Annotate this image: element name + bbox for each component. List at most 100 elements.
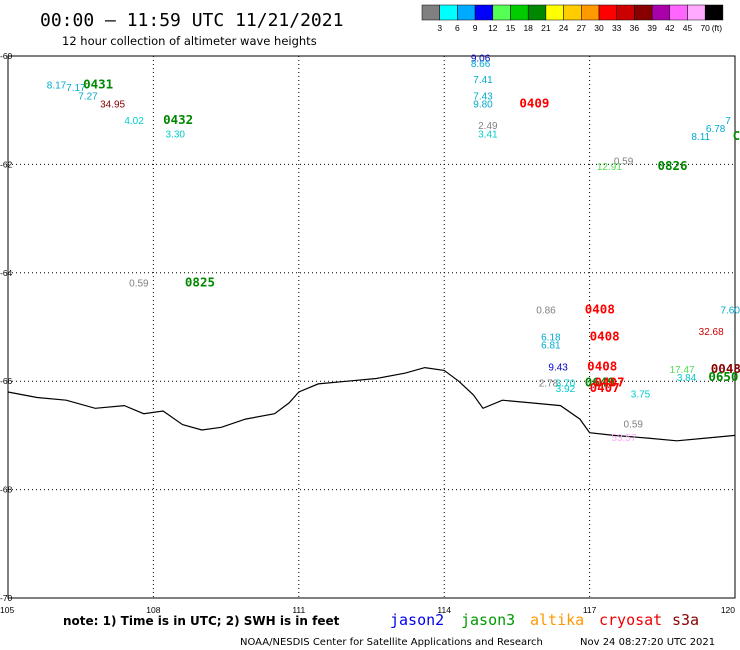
legend-entry: s3a [672, 611, 699, 629]
wave-height-label: 7 [725, 116, 731, 127]
wave-height-label: 3.84 [677, 373, 697, 384]
color-scale-label: 18 [523, 23, 533, 33]
legend-entry: jason2 [390, 611, 444, 629]
footer-agency: NOAA/NESDIS Center for Satellite Applica… [240, 637, 543, 648]
color-scale-label: 27 [577, 23, 587, 33]
pass-time-label: C [733, 128, 740, 143]
pass-time-label: 0407 [594, 375, 624, 390]
wave-height-label: 3.30 [166, 129, 186, 140]
y-tick-label: -62 [0, 159, 13, 169]
y-tick-label: -68 [0, 485, 13, 495]
wave-height-label: 7.43 [473, 91, 493, 102]
x-tick-label: 114 [437, 605, 451, 615]
x-tick-label: 120 [721, 605, 735, 615]
color-scale-legend: 3 6 9 12 15 18 21 24 27 30 33 36 39 42 45 70 (ft) [421, 4, 724, 33]
wave-height-label: 3.41 [478, 129, 498, 140]
wave-height-label: 9.06 [471, 53, 491, 64]
wave-height-label: 12.91 [597, 162, 622, 173]
color-swatch [545, 4, 564, 21]
wave-height-label: 9.80 [473, 99, 493, 110]
color-swatch [527, 4, 547, 21]
wave-height-label: 0.86 [536, 305, 556, 316]
color-scale-label: 42 [665, 23, 675, 33]
color-scale-label: 30 [594, 23, 604, 33]
wave-height-label: 0.59 [624, 419, 644, 430]
wave-height-label: 7.17 [66, 83, 86, 94]
wave-height-label: 3.75 [631, 389, 651, 400]
wave-height-label: 2.49 [478, 121, 498, 132]
wave-height-label: 9.43 [548, 362, 568, 373]
color-swatch [651, 4, 671, 21]
pass-time-label: 0431 [83, 77, 113, 92]
wave-height-label: 3.92 [556, 384, 576, 395]
chart-title: 00:00 – 11:59 UTC 11/21/2021 [40, 10, 343, 31]
color-swatch [616, 4, 635, 21]
pass-time-label: 0650 [708, 369, 738, 384]
color-swatch [421, 4, 440, 21]
color-scale-label: 39 [647, 23, 657, 33]
wave-height-label: 7.60 [720, 305, 740, 316]
wave-height-label: 0.59 [614, 156, 634, 167]
color-swatch [598, 4, 617, 21]
color-scale-label: 70 [700, 23, 710, 33]
color-swatch [669, 4, 688, 21]
y-tick-label: -64 [0, 268, 13, 278]
x-tick-label: 117 [583, 605, 597, 615]
color-swatch [492, 4, 511, 21]
y-tick-label: -66 [0, 376, 13, 386]
pass-time-label: 0432 [163, 112, 193, 127]
wave-height-label: 3.70 [556, 379, 576, 390]
color-swatch [581, 4, 600, 21]
x-tick-label: 111 [292, 605, 305, 615]
pass-time-label: 0048 [711, 361, 740, 376]
color-swatch [634, 4, 653, 21]
wave-height-label: 7.27 [78, 91, 98, 102]
x-tick-label: 105 [0, 605, 14, 615]
color-scale-label: 36 [630, 23, 640, 33]
chart-subtitle: 12 hour collection of altimeter wave hei… [62, 34, 317, 48]
units-note: note: 1) Time is in UTC; 2) SWH is in fe… [63, 614, 340, 628]
pass-time-label: 0408 [587, 358, 617, 373]
antarctic-coastline [7, 366, 736, 442]
pass-time-label: 0825 [185, 274, 215, 289]
wave-height-label: 7.41 [473, 75, 493, 86]
color-scale-label: 21 [541, 23, 551, 33]
color-scale-label: (ft) [712, 23, 723, 33]
color-scale-label: 33 [612, 23, 622, 33]
color-swatch [474, 4, 494, 21]
wave-height-label: 4.02 [124, 116, 144, 127]
wave-height-label: 8.17 [47, 81, 67, 92]
wave-height-label: 32.68 [699, 327, 724, 338]
wave-height-label: 17.47 [670, 365, 695, 376]
pass-time-label: 0826 [657, 158, 687, 173]
wave-height-label: 2.78 [539, 379, 559, 390]
color-scale-label: 15 [506, 23, 516, 33]
y-tick-label: -60 [0, 51, 13, 61]
legend-entry: cryosat [599, 611, 662, 629]
color-scale-label: 6 [455, 23, 460, 33]
footer-timestamp: Nov 24 08:27:20 UTC 2021 [580, 637, 715, 648]
pass-time-label: 0408 [590, 329, 620, 344]
satellite-legend: jason2 jason3 altika cryosat s3a [390, 611, 699, 629]
legend-entry: jason3 [461, 611, 515, 629]
wave-height-label: 8.11 [691, 132, 710, 143]
color-swatch [563, 4, 582, 21]
plot-frame [7, 55, 736, 599]
color-scale-label: 12 [488, 23, 498, 33]
legend-entry: altika [530, 611, 584, 629]
x-axis-tick-labels: 105 108 111 114 117 120 [0, 605, 735, 615]
color-scale-label: 45 [683, 23, 693, 33]
pass-time-label: 0649 [585, 375, 615, 390]
y-tick-label: -70 [0, 593, 13, 603]
wave-height-label: 6.78 [706, 124, 726, 135]
wave-height-label: 6.18 [541, 333, 561, 344]
wave-height-label: 0.59 [129, 278, 149, 289]
pass-time-label: 0407 [590, 380, 620, 395]
color-swatch [704, 4, 724, 21]
color-swatch [439, 4, 458, 21]
pass-time-label: 0408 [585, 301, 615, 316]
color-scale-label: 24 [559, 23, 569, 33]
